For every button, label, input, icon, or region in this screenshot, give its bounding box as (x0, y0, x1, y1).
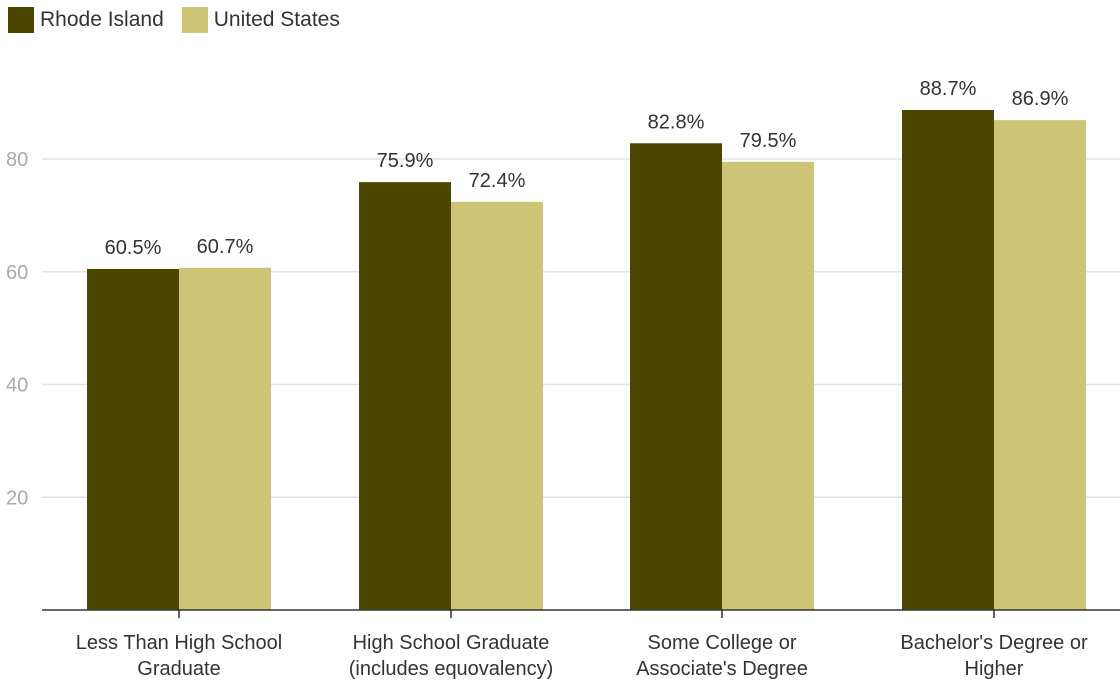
bar-united-states-1 (451, 201, 543, 610)
data-label-united-states-2: 79.5% (740, 130, 797, 152)
data-label-united-states-1: 72.4% (469, 170, 526, 192)
data-label-rhode-island-1: 75.9% (377, 150, 434, 172)
x-tick-label-0-1: Graduate (137, 658, 220, 680)
legend-label-united-states: United States (213, 8, 340, 31)
x-tick-label-2-0: Some College or (648, 632, 797, 654)
legend-swatch-rhode-island (8, 7, 34, 33)
y-tick-label-40: 40 (6, 375, 28, 397)
data-label-rhode-island-2: 82.8% (648, 111, 705, 133)
x-tick-label-3-0: Bachelor's Degree or (900, 632, 1088, 654)
x-tick-label-1-0: High School Graduate (353, 632, 550, 654)
bar-rhode-island-0 (87, 268, 179, 610)
bar-rhode-island-1 (359, 182, 451, 610)
data-label-rhode-island-0: 60.5% (105, 237, 162, 259)
bar-rhode-island-3 (902, 109, 994, 610)
bar-united-states-3 (994, 120, 1086, 610)
bar-rhode-island-2 (630, 143, 722, 610)
x-tick-label-1-1: (includes equovalency) (349, 658, 554, 680)
x-tick-label-0-0: Less Than High School (76, 632, 282, 654)
chart-legend: Rhode Island United States (8, 7, 340, 33)
data-label-united-states-0: 60.7% (197, 236, 254, 258)
bar-united-states-2 (722, 161, 814, 610)
x-tick-label-3-1: Higher (965, 658, 1024, 680)
y-tick-label-20: 20 (6, 487, 28, 509)
x-tick-label-2-1: Associate's Degree (636, 658, 808, 680)
y-tick-label-80: 80 (6, 149, 28, 171)
legend-label-rhode-island: Rhode Island (40, 8, 164, 31)
bar-united-states-0 (179, 267, 271, 610)
data-label-united-states-3: 86.9% (1012, 88, 1069, 110)
data-label-rhode-island-3: 88.7% (920, 78, 977, 100)
y-tick-label-60: 60 (6, 262, 28, 284)
legend-swatch-united-states (181, 7, 208, 33)
legend-item-rhode-island[interactable]: Rhode Island (8, 7, 164, 33)
legend-item-united-states[interactable]: United States (181, 7, 340, 33)
